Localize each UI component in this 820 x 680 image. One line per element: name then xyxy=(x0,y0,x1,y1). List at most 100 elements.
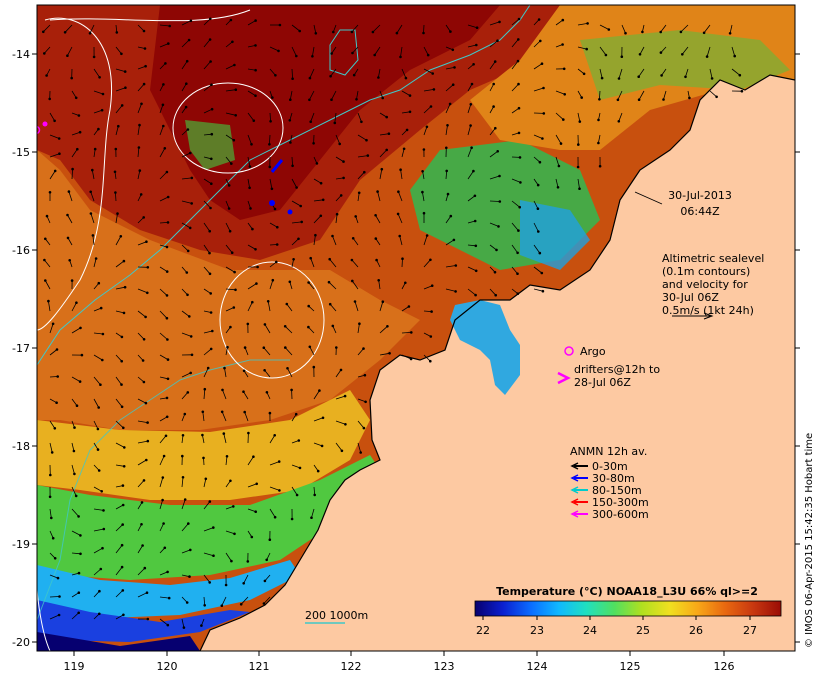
velocity-arrow xyxy=(137,288,148,294)
colorbar-tick-label: 27 xyxy=(743,624,757,637)
velocity-arrow-head xyxy=(243,410,246,414)
velocity-arrow xyxy=(378,68,381,78)
velocity-arrow-head xyxy=(291,164,294,168)
velocity-arrow-head xyxy=(208,272,212,276)
velocity-arrow xyxy=(489,175,500,180)
velocity-arrow-head xyxy=(165,170,169,174)
velocity-arrow-head xyxy=(164,434,168,438)
velocity-arrow xyxy=(68,191,73,202)
velocity-arrow xyxy=(598,134,601,144)
velocity-arrow xyxy=(423,106,432,114)
velocity-arrow-head xyxy=(44,237,47,241)
velocity-arrow-head xyxy=(319,181,323,185)
velocity-arrow-head xyxy=(56,375,59,378)
velocity-arrow xyxy=(269,112,271,122)
velocity-arrow xyxy=(335,214,338,224)
velocity-arrow-head xyxy=(445,169,449,173)
velocity-arrow xyxy=(533,156,541,163)
velocity-arrow-head xyxy=(339,368,343,372)
velocity-arrow-head xyxy=(271,278,275,282)
velocity-arrow xyxy=(489,150,498,158)
velocity-arrow-head xyxy=(122,426,125,430)
velocity-arrow xyxy=(309,346,315,356)
velocity-arrow xyxy=(93,508,104,511)
velocity-arrow-head xyxy=(395,31,399,35)
velocity-arrow-head xyxy=(98,76,101,79)
velocity-arrow-head xyxy=(597,141,600,145)
velocity-arrow-head xyxy=(141,544,144,547)
velocity-arrow-head xyxy=(50,451,54,454)
velocity-arrow-head xyxy=(230,251,234,254)
velocity-arrow xyxy=(310,258,315,268)
velocity-arrow-head xyxy=(563,93,566,96)
colorbar-bar xyxy=(474,600,782,617)
velocity-arrow xyxy=(247,200,251,209)
velocity-arrow-head xyxy=(208,500,212,503)
velocity-arrow-head xyxy=(291,77,294,80)
velocity-arrow-head xyxy=(376,190,379,193)
velocity-arrow-head xyxy=(163,546,167,550)
velocity-arrow-head xyxy=(422,31,425,35)
velocity-arrow-head xyxy=(142,479,146,482)
velocity-arrow-head xyxy=(355,98,358,101)
velocity-arrow xyxy=(203,527,214,532)
velocity-arrow xyxy=(92,235,95,246)
velocity-arrow-head xyxy=(316,469,320,473)
velocity-arrow-head xyxy=(183,498,187,501)
coastline xyxy=(199,74,795,651)
velocity-arrow xyxy=(577,112,581,122)
velocity-arrow-head xyxy=(445,146,448,150)
velocity-arrow xyxy=(203,61,211,70)
velocity-arrow xyxy=(267,301,271,312)
velocity-arrow-head xyxy=(49,473,52,477)
velocity-arrow xyxy=(203,108,213,114)
velocity-arrow-head xyxy=(56,576,60,580)
velocity-arrow-head xyxy=(429,335,433,338)
anmn-legend-label: 0-30m xyxy=(592,460,628,473)
velocity-arrow-head xyxy=(252,119,256,122)
velocity-arrow-head xyxy=(375,258,378,262)
velocity-arrow-head xyxy=(516,251,519,255)
velocity-arrow-head xyxy=(67,190,71,193)
velocity-arrow-head xyxy=(516,292,520,296)
velocity-arrow xyxy=(351,24,359,33)
velocity-arrow xyxy=(287,368,293,378)
velocity-arrow-head xyxy=(161,103,165,107)
velocity-arrow xyxy=(621,24,626,34)
velocity-arrow xyxy=(328,281,337,290)
velocity-arrow xyxy=(115,236,122,246)
velocity-arrow xyxy=(90,191,95,202)
velocity-arrow xyxy=(71,486,77,497)
velocity-arrow xyxy=(115,260,125,268)
velocity-arrow xyxy=(555,178,559,188)
velocity-arrow-head xyxy=(91,234,95,237)
velocity-arrow-head xyxy=(78,380,82,383)
lon-tick-label: 120 xyxy=(157,660,178,673)
velocity-arrow-head xyxy=(342,176,345,180)
velocity-arrow-head xyxy=(604,53,608,57)
velocity-arrow xyxy=(203,288,211,294)
velocity-arrow-head xyxy=(313,493,317,497)
argo-legend-icon xyxy=(564,346,574,356)
velocity-arrow-head xyxy=(165,415,169,419)
velocity-arrow xyxy=(243,391,249,400)
velocity-arrow-head xyxy=(329,74,332,78)
velocity-arrow xyxy=(93,420,99,430)
velocity-arrow xyxy=(335,395,346,400)
velocity-arrow-head xyxy=(537,18,541,21)
velocity-arrow-head xyxy=(365,138,368,142)
velocity-arrow-head xyxy=(396,212,400,216)
velocity-arrow-head xyxy=(122,613,125,617)
velocity-arrow xyxy=(423,24,425,34)
velocity-arrow xyxy=(555,112,564,120)
blue-band xyxy=(37,600,250,642)
velocity-arrow xyxy=(357,192,360,202)
velocity-arrow xyxy=(181,549,191,554)
velocity-arrow-head xyxy=(733,54,736,58)
velocity-arrow xyxy=(181,523,189,532)
velocity-arrow-head xyxy=(351,237,355,240)
velocity-arrow-head xyxy=(162,124,165,128)
velocity-arrow-head xyxy=(165,245,169,249)
velocity-arrow-head xyxy=(495,248,498,252)
velocity-arrow-head xyxy=(728,32,732,35)
